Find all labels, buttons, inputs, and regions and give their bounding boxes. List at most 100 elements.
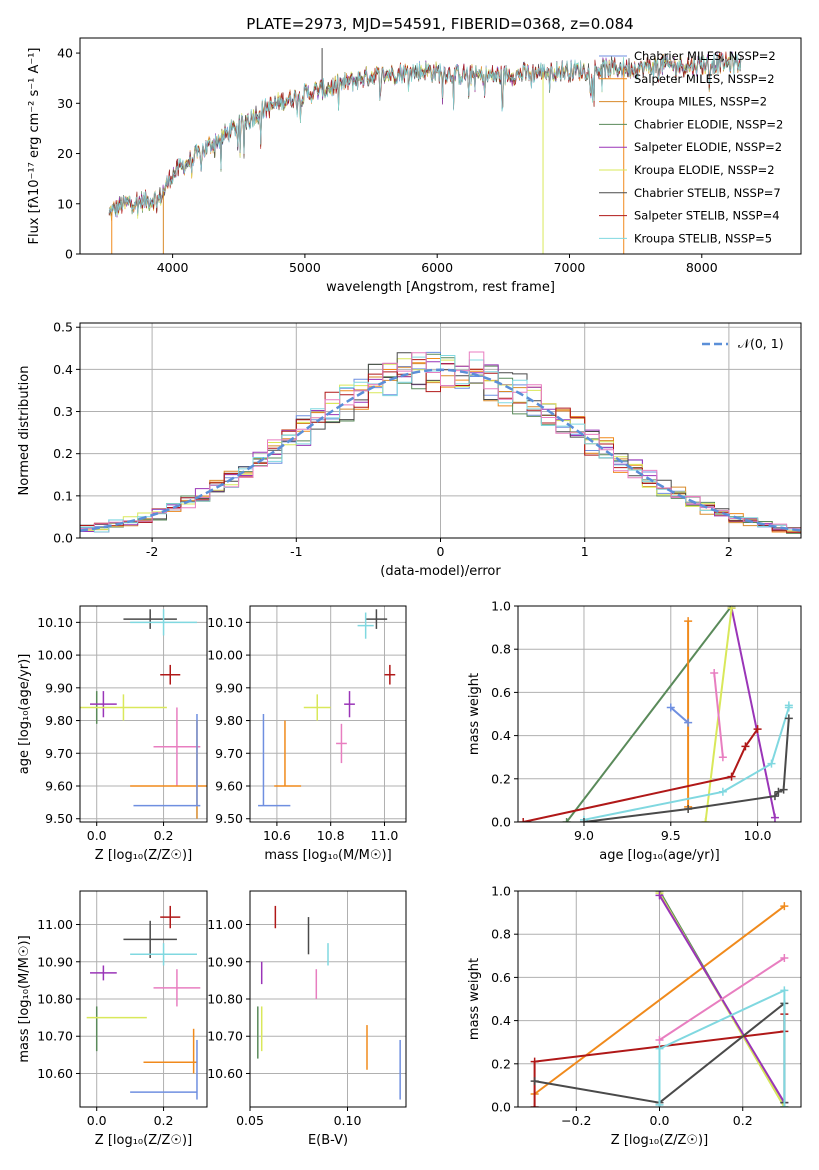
- weight-marker: [780, 1103, 789, 1107]
- legend-label: Kroupa STELIB, NSSP=5: [634, 231, 772, 245]
- y-tick-label: 10.10: [37, 615, 73, 630]
- y-tick-label: 0.4: [491, 728, 511, 743]
- y-tick-label: 20: [57, 146, 73, 161]
- y-tick-label: 9.70: [215, 746, 243, 761]
- y-tick-label: 0.8: [491, 642, 511, 657]
- weight-marker: [655, 1044, 664, 1053]
- y-axis-label: mass weight: [467, 958, 482, 1040]
- y-axis-label: mass [log₁₀(M/M☉)]: [17, 935, 32, 1062]
- y-tick-label: 9.60: [215, 779, 243, 794]
- y-tick-label: 9.60: [45, 779, 73, 794]
- plot-area: [519, 606, 793, 822]
- y-tick-label: 11.00: [207, 917, 243, 932]
- x-tick-label: 0.0: [87, 828, 107, 843]
- weight-line-chabrier-stelib: [583, 718, 790, 822]
- y-tick-label: 0.2: [53, 446, 73, 461]
- error-bar-point: [123, 609, 177, 629]
- x-tick-label: 7000: [554, 260, 586, 275]
- x-axis-label: E(B-V): [308, 1133, 348, 1148]
- y-tick-label: 10.70: [37, 1029, 73, 1044]
- y-tick-label: 9.80: [215, 713, 243, 728]
- y-axis-label: Flux [fλ10⁻¹⁷ erg cm⁻² s⁻¹ A⁻¹]: [27, 48, 42, 245]
- y-tick-label: 10.00: [207, 648, 243, 663]
- x-axis-label: Z [log₁₀(Z/Z☉)]: [95, 848, 192, 863]
- weight-marker: [579, 818, 588, 822]
- error-bar-point: [160, 664, 181, 685]
- axes-frame: [249, 605, 407, 823]
- weight-marker: [727, 606, 736, 613]
- plot-area: [80, 609, 207, 819]
- weight-vs-age-panel: 9.0 9.5 10.0 0.0 0.2 0.4 0.6 0.8 1.0 age [log₁₀(a…: [467, 599, 802, 863]
- weight-marker: [684, 617, 693, 626]
- y-tick-label: 9.70: [45, 746, 73, 761]
- y-tick-label: 10.00: [37, 648, 73, 663]
- y-tick-label: 0.4: [491, 1013, 511, 1028]
- y-tick-label: 0.6: [491, 970, 511, 985]
- weight-line-pink: [713, 672, 724, 758]
- gaussian-curve: [80, 368, 801, 532]
- weight-marker: [784, 701, 793, 710]
- mass-vs-metallicity-panel: 0.0 0.2 10.60 10.70 10.80 10.90 11.00 Z [log₁₀(…: [17, 890, 208, 1148]
- x-axis-label: age [log₁₀(age/yr)]: [599, 848, 720, 863]
- y-tick-label: 0.6: [491, 685, 511, 700]
- weight-marker: [780, 902, 789, 911]
- x-tick-label: 5000: [289, 260, 321, 275]
- x-axis-label: wavelength [Angstrom, rest frame]: [326, 280, 555, 295]
- weight-line-salpeter-stelib: [522, 728, 759, 822]
- plot-area: [80, 351, 801, 534]
- figure-title: PLATE=2973, MJD=54591, FIBERID=0368, z=0…: [246, 15, 633, 33]
- weight-marker: [770, 813, 779, 822]
- weight-marker: [727, 772, 736, 781]
- y-axis-label: mass weight: [467, 673, 482, 755]
- y-tick-label: 10.90: [207, 954, 243, 969]
- y-tick-label: 9.90: [215, 680, 243, 695]
- y-tick-label: 11.00: [37, 917, 73, 932]
- weight-marker: [655, 891, 664, 900]
- y-tick-label: 9.80: [45, 713, 73, 728]
- plot-area: [257, 905, 401, 1100]
- x-tick-label: 10.0: [744, 828, 772, 843]
- y-axis-label: Normed distribution: [17, 366, 32, 496]
- weight-marker: [655, 1100, 664, 1107]
- x-tick-label: 0.2: [154, 1113, 174, 1128]
- y-tick-label: 0: [65, 247, 73, 262]
- weight-vs-metallicity-panel: −0.2 0.0 0.2 0.0 0.2 0.4 0.6 0.8 1.0 Z [log₁₀(Z/Z…: [467, 884, 802, 1148]
- error-bar-point: [90, 965, 117, 981]
- x-tick-label: 0.2: [154, 828, 174, 843]
- gaussian-legend-label: 𝒩(0, 1): [738, 336, 784, 351]
- y-tick-label: 9.50: [215, 811, 243, 826]
- y-tick-label: 0.4: [53, 362, 73, 377]
- plot-area: [108, 48, 742, 254]
- y-tick-label: 0.3: [53, 404, 73, 419]
- y-tick-label: 0.5: [53, 320, 73, 335]
- age-vs-metallicity-panel: 0.0 0.2 9.50 9.60 9.70 9.80 9.90 10.00 10.10 Z [l…: [17, 605, 208, 863]
- x-tick-label: 0.0: [650, 1113, 670, 1128]
- age-vs-mass-panel: 10.6 10.8 11.0 9.50 9.60 9.70 9.80 9.90 10.00 10.…: [207, 605, 407, 863]
- legend-label: Chabrier MILES, NSSP=2: [634, 49, 776, 63]
- legend-label: Chabrier STELIB, NSSP=7: [634, 186, 781, 200]
- legend-label: Salpeter ELODIE, NSSP=2: [634, 140, 782, 154]
- x-tick-label: 0.0: [87, 1113, 107, 1128]
- x-tick-label: -2: [146, 544, 158, 559]
- error-bar-point: [153, 707, 201, 786]
- error-bar-point: [303, 694, 331, 721]
- y-tick-label: 10.10: [207, 615, 243, 630]
- weight-marker: [780, 953, 789, 962]
- y-tick-label: 9.50: [45, 811, 73, 826]
- weight-marker: [530, 1057, 539, 1066]
- weight-marker: [718, 787, 727, 796]
- weight-marker: [562, 818, 571, 822]
- x-tick-label: 4000: [157, 260, 189, 275]
- x-tick-label: 6000: [421, 260, 453, 275]
- weight-marker: [655, 1036, 664, 1045]
- residuals-panel: -2 -1 0 1 2 0.0 0.1 0.2 0.3 0.4 0.5 (data-model)/er…: [17, 320, 802, 579]
- error-bar-point: [90, 691, 117, 718]
- y-tick-label: 9.90: [45, 680, 73, 695]
- error-bar-point: [336, 723, 347, 764]
- weight-marker: [767, 759, 776, 768]
- x-tick-label: −0.2: [561, 1113, 591, 1128]
- weight-marker: [753, 725, 762, 734]
- x-tick-label: 0.05: [236, 1113, 264, 1128]
- spectrum-legend: Chabrier MILES, NSSP=2 Salpeter MILES, NS…: [599, 49, 783, 245]
